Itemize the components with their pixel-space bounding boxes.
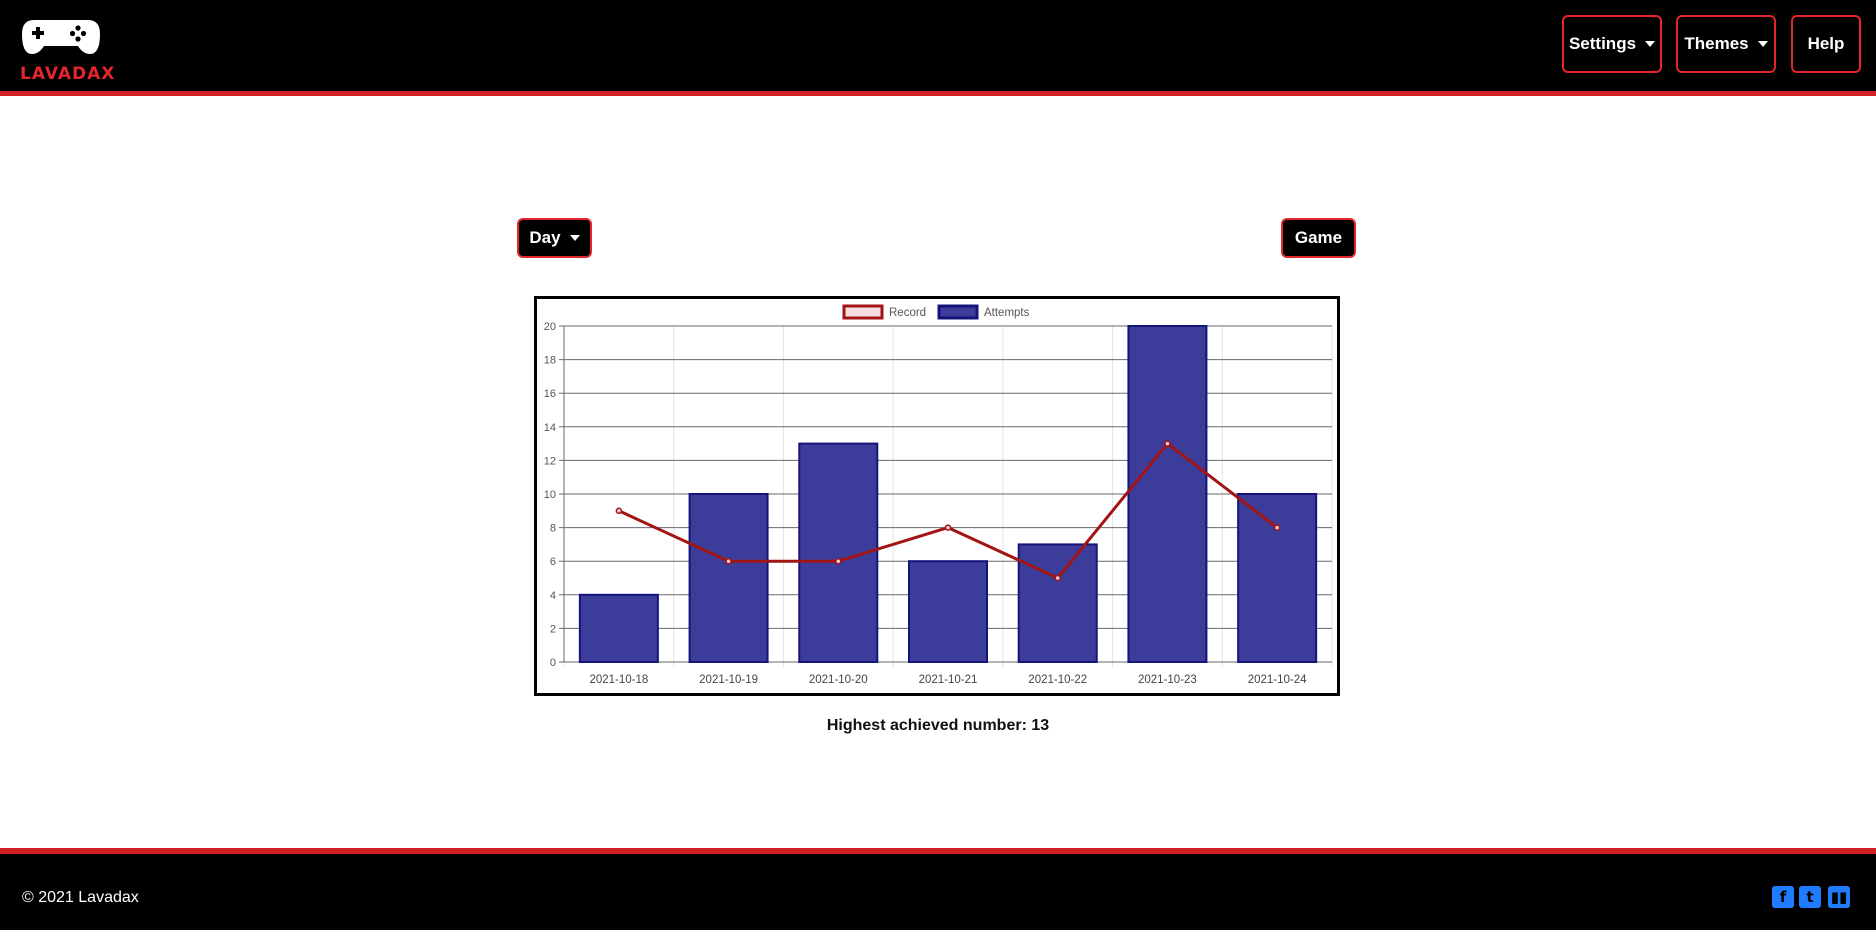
settings-dropdown-button[interactable]: Settings (1562, 15, 1662, 73)
chart-canvas: 0 2 4 6 8 10 12 14 16 18 20 2021-10-18 2021-10-19 202… (544, 304, 1333, 686)
x-tick-label: 2021-10-20 (809, 674, 868, 686)
bar-attempts (1017, 543, 1098, 663)
copyright-text: © 2021 Lavadax (22, 889, 139, 906)
record-point (944, 524, 952, 531)
y-tick-label: 4 (550, 590, 556, 602)
x-tick-label: 2021-10-24 (1248, 674, 1307, 686)
help-label: Help (1807, 34, 1845, 53)
y-tick-label: 12 (544, 455, 556, 467)
y-tick-label: 16 (544, 388, 556, 400)
twitch-icon[interactable]: ▮▮ (1828, 886, 1850, 908)
x-tick-label: 2021-10-18 (589, 674, 648, 686)
facebook-icon[interactable]: f (1772, 886, 1794, 908)
record-point (1164, 440, 1171, 447)
y-tick-label: 0 (550, 657, 556, 669)
game-button[interactable]: Game (1281, 218, 1356, 258)
themes-dropdown-button[interactable]: Themes (1676, 15, 1776, 73)
themes-label: Themes (1684, 34, 1749, 53)
x-tick-label: 2021-10-22 (1028, 674, 1087, 686)
game-label: Game (1294, 228, 1343, 247)
y-tick-label: 8 (550, 523, 556, 535)
x-tick-label: 2021-10-19 (699, 674, 758, 686)
y-tick-label: 2 (550, 623, 556, 635)
record-point (725, 557, 732, 565)
period-dropdown-button[interactable]: Day (517, 218, 592, 258)
record-point (615, 507, 623, 515)
settings-label: Settings (1568, 34, 1637, 53)
x-tick-label: 2021-10-23 (1138, 674, 1197, 686)
record-point (835, 557, 842, 565)
logo-text: LAVADAX (20, 64, 116, 84)
caret-down-icon (569, 235, 580, 241)
y-tick-label: 20 (544, 321, 556, 333)
site-header: LAVADAX Settings Themes Help (0, 0, 1876, 96)
x-tick-label: 2021-10-21 (919, 674, 978, 686)
bar-attempts (578, 593, 659, 663)
bar-attempts (688, 493, 769, 663)
legend-label-record: Record (889, 307, 926, 319)
bar-attempts (908, 560, 988, 664)
twitter-icon[interactable]: t (1799, 886, 1821, 908)
record-point (1054, 574, 1061, 582)
legend-swatch-attempts (937, 304, 979, 320)
period-label: Day (529, 228, 561, 247)
bar-attempts (1237, 493, 1318, 663)
legend-swatch-record (842, 304, 884, 320)
record-point (1273, 524, 1281, 531)
y-tick-label: 18 (544, 355, 556, 367)
legend-label-attempts: Attempts (984, 307, 1030, 319)
gamepad-icon (22, 20, 100, 54)
caret-down-icon (1757, 41, 1768, 47)
caret-down-icon (1645, 41, 1656, 47)
help-button[interactable]: Help (1791, 15, 1861, 73)
site-footer: © 2021 Lavadax f t ▮▮ (0, 848, 1876, 930)
y-tick-label: 14 (544, 422, 556, 434)
bar-attempts (1127, 325, 1208, 663)
y-tick-label: 10 (544, 489, 556, 501)
y-tick-label: 6 (550, 556, 556, 568)
highest-achieved-text: Highest achieved number: 13 (826, 717, 1050, 734)
logo[interactable]: LAVADAX (20, 14, 116, 84)
stats-chart: 0 2 4 6 8 10 12 14 16 18 20 2021-10-18 2021-10-19 202… (534, 296, 1340, 696)
